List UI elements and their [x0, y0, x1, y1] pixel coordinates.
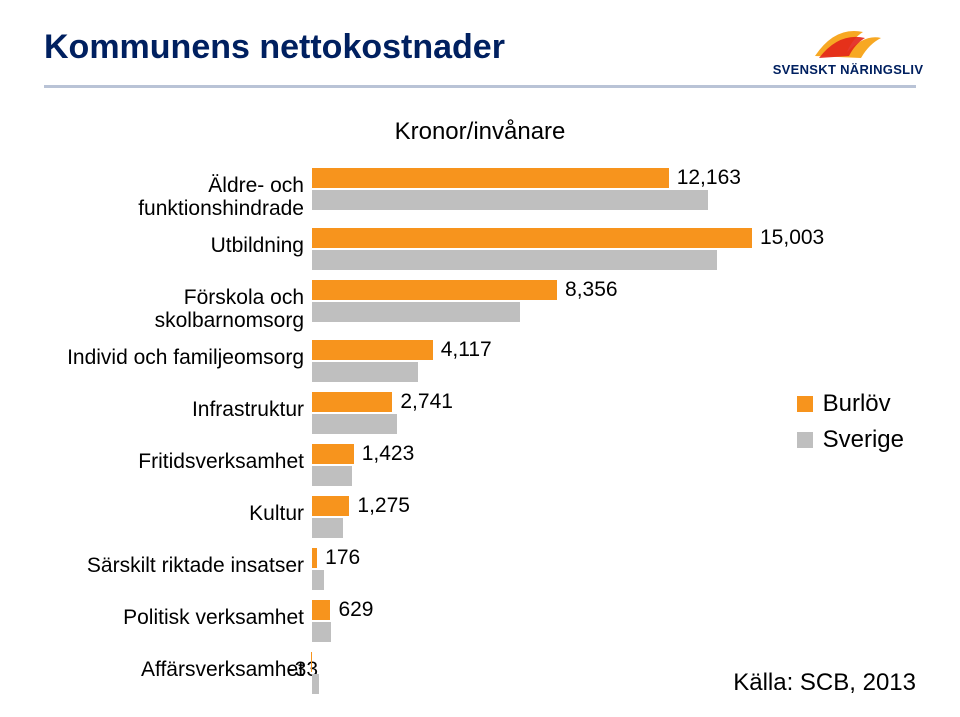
category-label: Förskola och skolbarnomsorg	[44, 280, 312, 332]
title-underline	[44, 85, 916, 88]
legend-item-b: Sverige	[797, 426, 904, 454]
bar-series-a	[312, 600, 330, 620]
bar-group: 8,356	[312, 280, 752, 324]
chart-subtitle: Kronor/invånare	[0, 118, 960, 146]
bar-series-b	[312, 622, 331, 642]
chart-row: Individ och familjeomsorg 4,117	[44, 340, 916, 384]
bar-series-a	[312, 496, 349, 516]
legend: Burlöv Sverige	[797, 390, 904, 462]
bar-chart: Äldre- och funktionshindrade 12,163 Utbild…	[44, 168, 916, 657]
bar-group: 15,003	[312, 228, 752, 272]
category-label: Fritidsverksamhet	[44, 444, 312, 473]
chart-row: Utbildning15,003	[44, 228, 916, 272]
value-label: 4,117	[441, 338, 492, 362]
bar-group: 12,163	[312, 168, 752, 212]
bar-series-b	[312, 518, 343, 538]
bar-group: 176	[312, 548, 752, 592]
category-label: Affärsverksamhet-33	[44, 652, 312, 681]
bar-series-a	[312, 392, 392, 412]
bar-series-b	[312, 414, 397, 434]
bar-series-a	[312, 168, 669, 188]
bar-group: 1,275	[312, 496, 752, 540]
value-label: 15,003	[760, 226, 824, 250]
category-label: Individ och familjeomsorg	[44, 340, 312, 369]
slide: Kommunens nettokostnader SVENSKT NÄRINGS…	[0, 0, 960, 717]
chart-row: Äldre- och funktionshindrade 12,163	[44, 168, 916, 220]
bar-series-b	[312, 250, 717, 270]
legend-swatch-b	[797, 432, 813, 448]
chart-row: Särskilt riktade insatser 176	[44, 548, 916, 592]
bar-series-a	[312, 548, 317, 568]
value-label: 12,163	[677, 166, 741, 190]
category-label-text: Affärsverksamhet	[141, 658, 304, 681]
category-label: Äldre- och funktionshindrade	[44, 168, 312, 220]
bar-series-b	[312, 190, 708, 210]
value-label: 2,741	[400, 390, 453, 414]
category-label: Utbildning	[44, 228, 312, 257]
bar-series-a	[311, 652, 312, 672]
legend-label-b: Sverige	[823, 426, 904, 454]
legend-label-a: Burlöv	[823, 390, 891, 418]
chart-row: Infrastruktur 2,741	[44, 392, 916, 436]
bar-group: 2,741	[312, 392, 752, 436]
bar-group	[312, 652, 752, 696]
bar-group: 4,117	[312, 340, 752, 384]
bar-series-a	[312, 280, 557, 300]
bar-series-b	[312, 570, 324, 590]
bar-series-b	[312, 362, 418, 382]
flame-icon	[813, 18, 883, 60]
brand-logo: SVENSKT NÄRINGSLIV	[768, 18, 928, 77]
value-label: 1,423	[362, 442, 415, 466]
bar-series-a	[312, 444, 354, 464]
bar-group: 1,423	[312, 444, 752, 488]
bar-series-b	[312, 466, 352, 486]
bar-series-b	[312, 302, 520, 322]
chart-row: Fritidsverksamhet 1,423	[44, 444, 916, 488]
value-label: 629	[338, 598, 373, 622]
chart-row: Förskola och skolbarnomsorg 8,356	[44, 280, 916, 332]
category-label: Kultur	[44, 496, 312, 525]
bar-series-a	[312, 340, 433, 360]
category-label: Politisk verksamhet	[44, 600, 312, 629]
value-label: 8,356	[565, 278, 618, 302]
category-label: Särskilt riktade insatser	[44, 548, 312, 577]
chart-row: Kultur 1,275	[44, 496, 916, 540]
category-label: Infrastruktur	[44, 392, 312, 421]
value-label: 176	[325, 546, 360, 570]
bar-series-b	[312, 674, 319, 694]
legend-swatch-a	[797, 396, 813, 412]
legend-item-a: Burlöv	[797, 390, 904, 418]
brand-text: SVENSKT NÄRINGSLIV	[768, 62, 928, 77]
chart-row: Politisk verksamhet 629	[44, 600, 916, 644]
bar-series-a	[312, 228, 752, 248]
bar-group: 629	[312, 600, 752, 644]
value-label: 1,275	[357, 494, 410, 518]
source-text: Källa: SCB, 2013	[733, 669, 916, 697]
